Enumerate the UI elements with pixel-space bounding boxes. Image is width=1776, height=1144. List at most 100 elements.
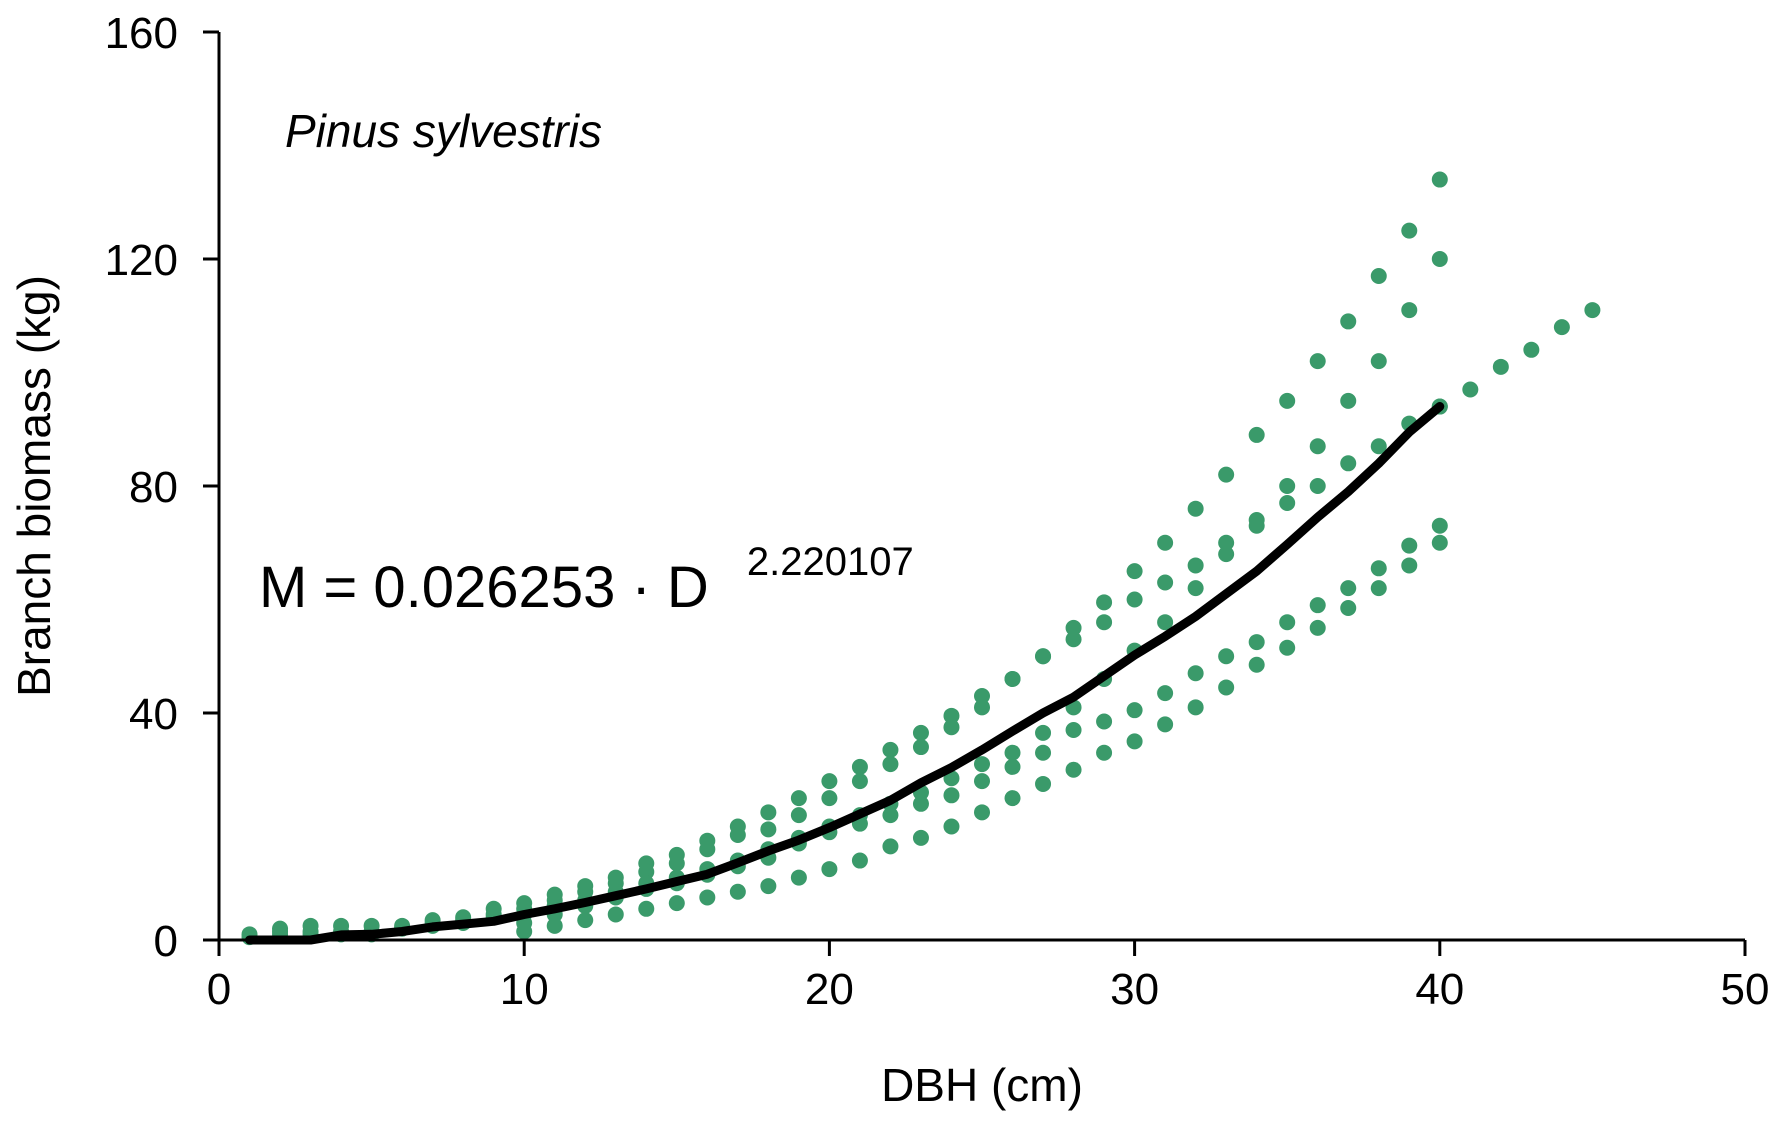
y-tick-label: 40: [129, 690, 178, 739]
data-point: [1187, 699, 1204, 716]
data-point: [1065, 619, 1082, 636]
data-point: [882, 756, 899, 773]
data-point: [1004, 790, 1021, 807]
data-point: [1431, 517, 1448, 534]
data-point: [1187, 665, 1204, 682]
data-point: [1248, 634, 1265, 651]
data-point: [1187, 557, 1204, 574]
data-point: [1340, 455, 1357, 472]
data-point: [1553, 319, 1570, 336]
x-tick-label: 40: [1415, 965, 1464, 1014]
data-point: [1065, 722, 1082, 739]
data-point: [1309, 353, 1326, 370]
data-point: [1157, 716, 1174, 733]
data-point: [1126, 733, 1143, 750]
data-point: [851, 758, 868, 775]
y-tick-label: 80: [129, 463, 178, 512]
data-point: [821, 861, 838, 878]
data-point: [546, 917, 563, 934]
data-point: [882, 838, 899, 855]
data-point: [790, 790, 807, 807]
data-point: [1431, 171, 1448, 188]
data-point: [912, 724, 929, 741]
data-point: [1248, 517, 1265, 534]
data-point: [912, 795, 929, 812]
data-point: [1065, 761, 1082, 778]
x-tick-label: 30: [1110, 965, 1159, 1014]
data-point: [1370, 560, 1387, 577]
data-point: [1401, 537, 1418, 554]
data-point: [1035, 775, 1052, 792]
data-point: [1126, 591, 1143, 608]
x-tick-label: 20: [805, 965, 854, 1014]
y-tick-label: 160: [105, 9, 178, 58]
data-point: [1279, 495, 1296, 512]
data-point: [1096, 594, 1113, 611]
data-point: [1248, 426, 1265, 443]
data-point: [790, 807, 807, 824]
data-point: [668, 855, 685, 872]
data-point: [1218, 648, 1235, 665]
data-point: [1157, 685, 1174, 702]
y-axis-title: Branch biomass (kg): [8, 275, 60, 697]
data-point: [1309, 597, 1326, 614]
data-point: [974, 773, 990, 790]
data-point: [699, 841, 716, 858]
data-point: [943, 707, 960, 724]
data-point: [1187, 500, 1204, 517]
data-point: [668, 895, 685, 912]
species-annotation: Pinus sylvestris: [285, 105, 602, 157]
data-point: [1279, 392, 1296, 409]
data-point: [1126, 563, 1143, 580]
data-point: [1492, 358, 1509, 375]
data-point: [974, 804, 990, 821]
data-point: [1096, 713, 1113, 730]
data-point: [943, 719, 960, 736]
ticks: 0 10 20 30 40 50 0 40 80 120 160: [105, 9, 1770, 1014]
data-point: [607, 906, 624, 923]
fit-curve: [245, 402, 1445, 945]
data-point: [1004, 758, 1021, 775]
x-tick-label: 50: [1721, 965, 1770, 1014]
data-point: [577, 912, 594, 929]
data-point: [1218, 534, 1235, 551]
data-point: [1157, 614, 1174, 631]
axes: [217, 32, 1745, 942]
data-point: [821, 790, 838, 807]
data-point: [882, 741, 899, 758]
data-point: [1340, 580, 1357, 597]
data-point: [1096, 614, 1113, 631]
data-point: [1187, 580, 1204, 597]
data-point: [1126, 702, 1143, 719]
data-point: [851, 773, 868, 790]
data-point: [1523, 341, 1540, 358]
data-point: [1218, 546, 1235, 563]
data-point: [943, 787, 960, 804]
data-point: [760, 878, 777, 895]
x-axis-title: DBH (cm): [881, 1059, 1083, 1111]
data-point: [1370, 438, 1387, 455]
data-point: [1035, 724, 1052, 741]
data-point: [1096, 744, 1113, 761]
data-point: [1218, 679, 1235, 696]
data-point: [1309, 619, 1326, 636]
data-point: [1279, 614, 1296, 631]
data-point: [516, 923, 533, 940]
data-point: [760, 821, 777, 838]
data-point: [1035, 744, 1052, 761]
data-point: [912, 829, 929, 846]
x-tick-label: 10: [500, 965, 549, 1014]
data-point: [1157, 534, 1174, 551]
data-point: [1035, 648, 1052, 665]
fit-equation: M = 0.026253 · D 2.220107: [259, 540, 914, 620]
data-point: [1401, 222, 1418, 239]
data-point: [1462, 381, 1479, 398]
data-point: [1340, 392, 1357, 409]
data-point: [974, 699, 990, 716]
data-point: [1309, 438, 1326, 455]
data-point: [1340, 313, 1357, 330]
data-point: [760, 804, 777, 821]
data-point: [1004, 744, 1021, 761]
data-point: [1431, 534, 1448, 551]
